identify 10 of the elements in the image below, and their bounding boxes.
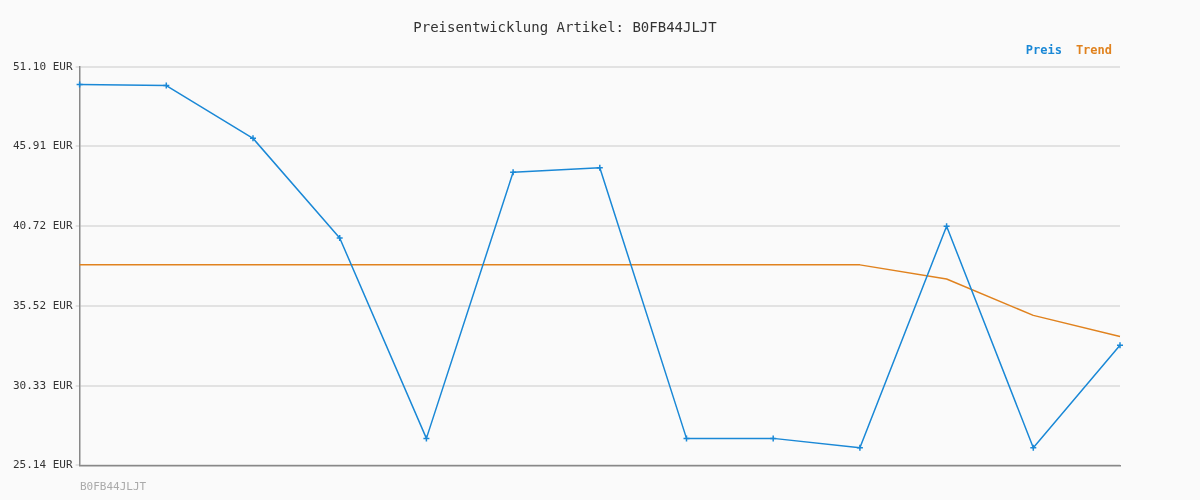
- y-tick-label: 40.72 EUR: [12, 219, 73, 233]
- y-tick-label: 51.10 EUR: [12, 59, 73, 73]
- text: Trend: [1075, 42, 1112, 57]
- text: B0FB44JLJT: [80, 480, 147, 493]
- text: Preis: [1025, 42, 1062, 57]
- y-tick-label: 25.14 EUR: [12, 458, 73, 472]
- y-tick-label: 30.33 EUR: [12, 378, 73, 392]
- y-tick-label: 35.52 EUR: [12, 298, 73, 312]
- y-tick-label: 45.91 EUR: [12, 139, 73, 153]
- chart-title: Preisentwicklung Artikel: B0FB44JLJT: [413, 19, 718, 36]
